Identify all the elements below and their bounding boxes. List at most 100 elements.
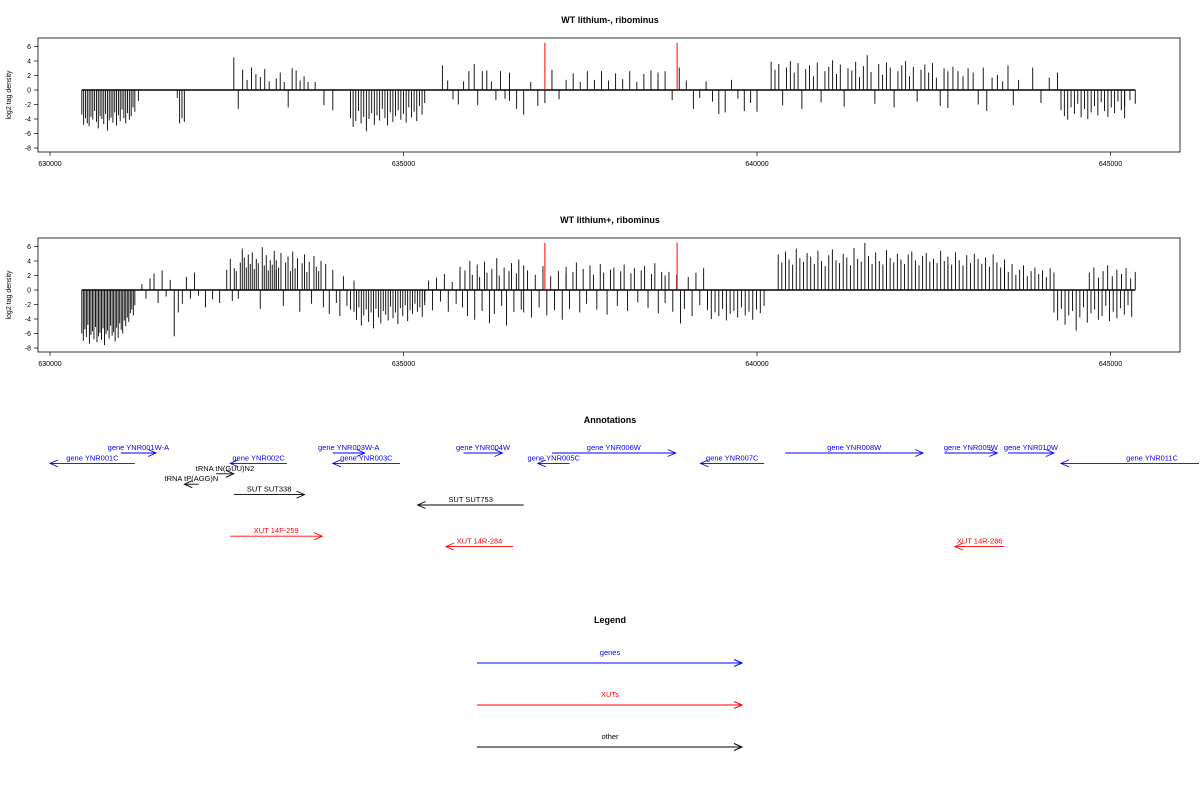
feature-label: gene YNR004W [456,443,511,452]
arrow-head [953,542,964,551]
panel-title: WT lithium+, ribominus [560,215,660,225]
y-tick-label: 4 [27,258,31,265]
y-tick-label: -4 [25,316,31,323]
feature-label: SUT SUT338 [247,485,291,494]
y-axis-label: log2 tag density [6,270,13,320]
legend-arrow-head [733,743,744,751]
legend-arrow-head [733,659,744,667]
feature-label: gene YNR001C [66,453,119,462]
feature-trna-tn-guu-n2: tRNA tN(GUU)N2 [196,464,254,478]
feature-label: gene YNR003W-A [318,443,379,452]
feature-label: gene YNR011C [1126,453,1178,462]
plot-frame [37,37,1181,153]
feature-label: gene YNR002C [232,453,285,462]
y-tick-label: 2 [27,273,31,280]
arrow-head [225,469,235,478]
red-markers [544,242,678,290]
arrow-head [314,532,324,541]
feature-gene-ynr004w: gene YNR004W [456,443,511,457]
density-bars [81,55,1136,132]
legend-item-xuts: XUTs [477,690,744,709]
x-tick-label: 640000 [745,161,768,168]
arrow-head [48,459,59,468]
y-tick-label: 4 [27,58,31,65]
y-tick-label: -4 [25,116,31,123]
feature-gene-ynr009w: gene YNR009W [944,443,999,457]
track-panel-lithium-plus: WT lithium+, ribominus log2 tag density … [6,215,1181,368]
feature-label: gene YNR001W-A [108,443,169,452]
panel-title: WT lithium-, ribominus [561,15,659,25]
plot-frame [37,237,1181,353]
feature-xut-14r-284: XUT 14R-284 [444,537,514,551]
feature-label: gene YNR010W [1004,443,1059,452]
feature-gene-ynr006w: gene YNR006W [551,443,677,457]
arrow-head [331,459,341,468]
feature-label: gene YNR007C [706,453,759,462]
track-panel-lithium-minus: WT lithium-, ribominus log2 tag density … [6,15,1181,168]
arrow-head [536,459,547,468]
feature-label: gene YNR006W [587,443,642,452]
legend: Legend genes XUTs other [477,615,744,751]
x-tick-label: 640000 [745,361,768,368]
feature-gene-ynr001w-a: gene YNR001W-A [108,443,169,457]
red-markers [544,42,678,90]
y-tick-label: -8 [25,145,31,152]
x-tick-label: 630000 [38,161,61,168]
feature-xut-14f-259: XUT 14F-259 [230,526,324,541]
feature-label: gene YNR005C [528,453,581,462]
legend-arrow-head [733,701,744,709]
y-axis-label: log2 tag density [6,70,13,120]
feature-label: SUT SUT753 [448,495,492,504]
arrow-head [699,459,709,468]
density-bars [81,242,1136,346]
feature-label: gene YNR009W [944,443,999,452]
feature-label: tRNA tP(AGG)N [165,474,219,483]
axes: -8 -6 -4 -2 0 2 4 6 630000 635000 640000 645000 [25,244,1123,368]
feature-gene-ynr007c: gene YNR007C [699,453,765,468]
feature-sut-sut753: SUT SUT753 [416,495,524,509]
arrow-head [1059,459,1070,468]
annotations-title: Annotations [584,415,637,425]
y-tick-label: 0 [27,287,31,294]
arrow-head [444,542,455,551]
feature-gene-ynr003c: gene YNR003C [331,453,400,468]
feature-sut-sut338: SUT SUT338 [233,485,306,499]
arrow-head [229,459,239,468]
legend-label: other [601,732,619,741]
arrow-head [147,449,158,457]
feature-gene-ynr011c: gene YNR011C [1059,453,1199,468]
arrow-head [416,501,426,509]
arrow-head [296,490,306,499]
y-tick-label: 6 [27,244,31,251]
arrow-head [356,449,366,457]
feature-gene-ynr005c: gene YNR005C [528,453,581,468]
arrow-head [183,480,193,489]
feature-gene-ynr008w: gene YNR008W [785,443,925,457]
y-tick-label: 0 [27,87,31,94]
y-tick-label: -6 [25,131,31,138]
feature-label: XUT 14R-284 [457,537,503,546]
arrow-head [667,449,677,457]
x-tick-label: 645000 [1099,161,1122,168]
x-tick-label: 635000 [392,361,415,368]
x-tick-label: 645000 [1099,361,1122,368]
x-tick-label: 635000 [392,161,415,168]
legend-label: genes [600,648,621,657]
y-tick-label: 2 [27,73,31,80]
legend-items: genes XUTs other [477,648,744,751]
feature-label: XUT 14R-286 [957,537,1003,546]
feature-gene-ynr001c: gene YNR001C [48,453,135,468]
arrow-head [989,449,999,457]
feature-gene-ynr003w-a: gene YNR003W-A [318,443,379,457]
feature-label: gene YNR008W [827,443,882,452]
feature-xut-14r-286: XUT 14R-286 [953,537,1005,551]
arrow-head [494,449,504,457]
legend-label: XUTs [601,690,619,699]
y-tick-label: -2 [25,102,31,109]
x-tick-label: 630000 [38,361,61,368]
legend-title: Legend [594,615,626,625]
axes: -8 -6 -4 -2 0 2 4 6 630000 635000 640000 645000 [25,44,1123,168]
feature-label: XUT 14F-259 [254,526,299,535]
